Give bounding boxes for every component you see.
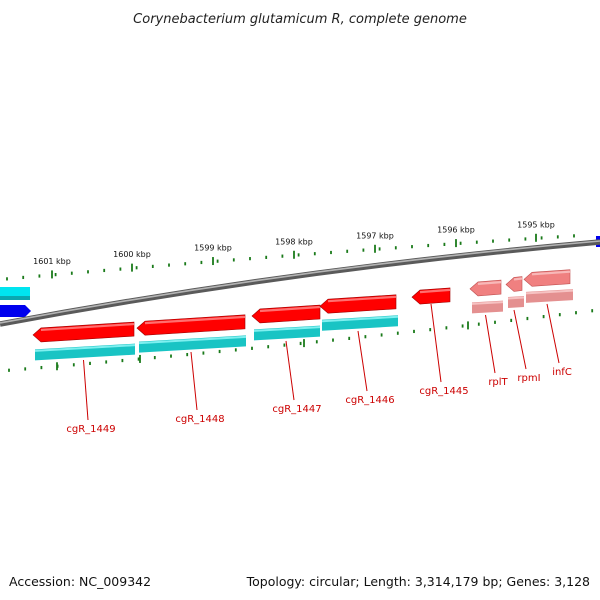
- genome-backbone-highlight: [0, 240, 600, 324]
- gene-arrow-highlight: [144, 315, 246, 325]
- gene-label[interactable]: cgR_1449: [66, 424, 115, 435]
- gene-arrow[interactable]: [469, 279, 502, 297]
- scale-tick-label: 1600 kbp: [113, 250, 151, 259]
- gene-leader-line: [83, 359, 89, 421]
- gene-label[interactable]: rpmI: [517, 373, 540, 384]
- gene-leader-line: [285, 340, 295, 401]
- gene-cgR_1447[interactable]: [251, 304, 321, 341]
- gene-label[interactable]: cgR_1446: [345, 395, 394, 406]
- gene-leader-line: [430, 303, 442, 383]
- scale-tick-label: 1596 kbp: [437, 226, 475, 235]
- gene-arrow-highlight: [513, 277, 523, 281]
- genome-stats-text: Topology: circular; Length: 3,314,179 bp…: [246, 574, 590, 589]
- gene-leader-line: [513, 309, 527, 370]
- scale-tick-label: 1599 kbp: [194, 244, 232, 253]
- gene-rplT[interactable]: [469, 279, 504, 314]
- gene-shadow-highlight: [34, 344, 136, 352]
- gene-cgR_1446[interactable]: [319, 294, 399, 331]
- gene-infC[interactable]: [523, 269, 574, 303]
- gene-label[interactable]: rplT: [488, 377, 508, 388]
- gene-cgR_1445[interactable]: [411, 287, 451, 305]
- scale-tick-label: 1595 kbp: [517, 220, 555, 229]
- gene-shadow: [139, 335, 246, 353]
- gene-cgR_1449[interactable]: [32, 321, 136, 361]
- scale-tick-label: 1601 kbp: [33, 257, 71, 266]
- scale-ticks-lower: [8, 309, 594, 372]
- gene-rpmI[interactable]: [505, 276, 525, 308]
- gene-label[interactable]: cgR_1447: [272, 404, 321, 415]
- gene-shadow-highlight: [138, 335, 247, 345]
- accession-text: Accession: NC_009342: [9, 574, 152, 589]
- gene-label[interactable]: cgR_1445: [419, 386, 468, 397]
- map-title: Corynebacterium glutamicum R, complete g…: [133, 12, 467, 27]
- gene-shadow: [35, 343, 135, 361]
- gene-arrow[interactable]: [505, 276, 523, 292]
- genome-backbone: [0, 239, 600, 327]
- gene-cgR_1448[interactable]: [136, 314, 247, 353]
- gene-leader-line: [546, 303, 560, 364]
- scale-ticks-upper: [6, 233, 575, 281]
- scale-tick-labels: 1601 kbp 1600 kbp 1599 kbp 1598 kbp 1597 kbp…: [33, 220, 555, 266]
- gene-arrow-highlight: [531, 270, 571, 276]
- gene-label-group: cgR_1449 cgR_1448 cgR_1447 cgR_1446 cgR_1445…: [66, 303, 572, 435]
- gene-arrow[interactable]: [32, 321, 135, 343]
- gene-leader-line: [190, 351, 198, 411]
- gene-track: [32, 269, 574, 361]
- gene-shadow-highlight: [471, 301, 504, 305]
- gene-arrow-highlight: [40, 322, 135, 332]
- edge-feature-cyan: [0, 287, 30, 297]
- gene-shadow-highlight: [321, 315, 399, 323]
- gene-leader-line: [357, 330, 368, 392]
- gene-arrow[interactable]: [136, 314, 246, 336]
- gene-shadow-highlight: [525, 289, 574, 295]
- gene-arrow-highlight: [259, 305, 321, 313]
- edge-feature-cyan-shadow: [0, 296, 30, 300]
- scale-tick-label: 1598 kbp: [275, 237, 313, 246]
- gene-shadow-highlight: [507, 296, 525, 300]
- gene-arrow-highlight: [327, 295, 397, 303]
- gene-label[interactable]: infC: [552, 367, 572, 378]
- gene-shadow-highlight: [253, 326, 321, 332]
- gene-label[interactable]: cgR_1448: [175, 414, 224, 425]
- gene-leader-line: [485, 314, 496, 374]
- scale-tick-label: 1597 kbp: [356, 231, 394, 240]
- gene-arrow-highlight: [477, 281, 502, 285]
- edge-feature-blue: [0, 305, 31, 317]
- gene-arrow-highlight: [419, 288, 451, 294]
